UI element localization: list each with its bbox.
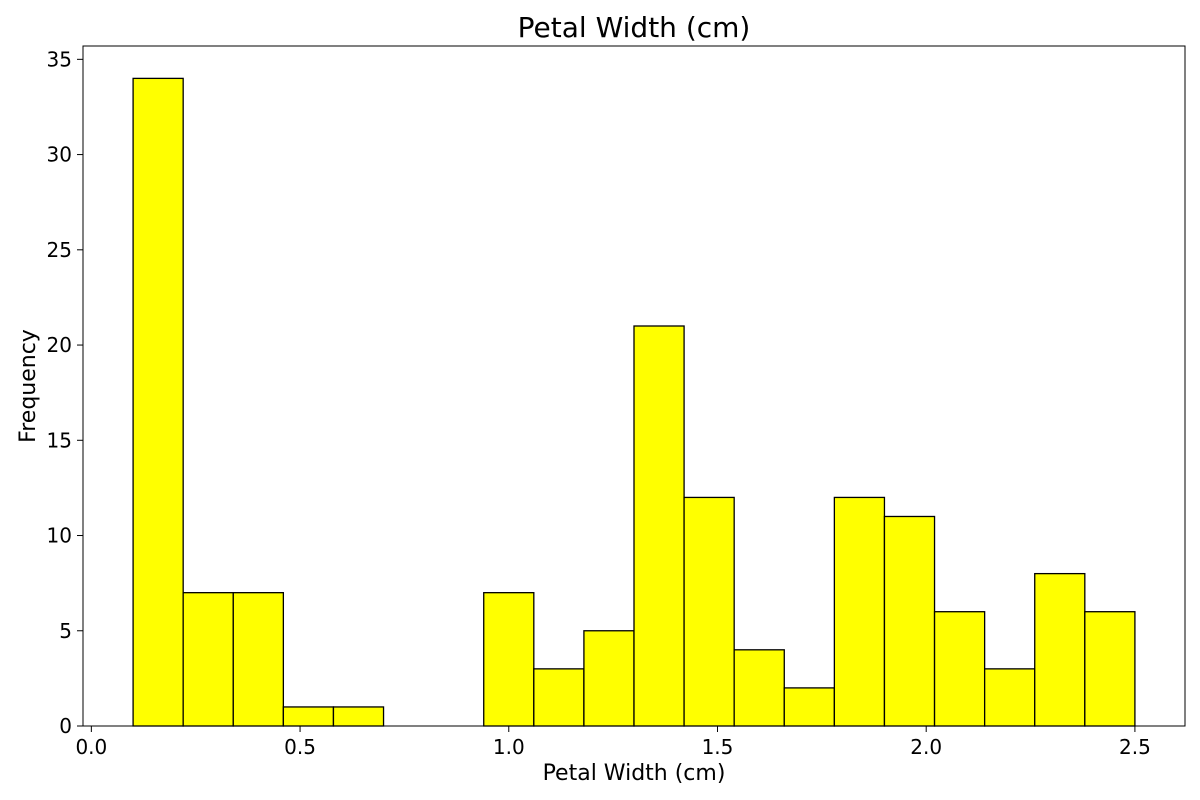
y-tick-label: 15	[47, 428, 72, 452]
histogram-bar	[282, 706, 335, 727]
histogram-bar	[1084, 611, 1136, 727]
histogram-bar	[933, 611, 986, 727]
histogram-bar	[232, 592, 285, 727]
histogram-bar	[633, 325, 685, 727]
histogram-bar	[883, 515, 936, 727]
x-axis-label: Petal Width (cm)	[543, 761, 726, 786]
histogram-bar	[132, 77, 184, 727]
y-tick-label: 0	[59, 714, 72, 738]
chart-title: Petal Width (cm)	[518, 11, 751, 44]
histogram-bar	[733, 649, 785, 727]
x-tick-label: 0.0	[75, 735, 107, 759]
histogram-bar	[783, 687, 836, 727]
histogram-bar	[483, 592, 535, 727]
x-tick-label: 2.5	[1119, 735, 1151, 759]
histogram-bar	[1034, 572, 1086, 727]
histogram-bar	[182, 592, 234, 727]
histogram-bar	[332, 706, 385, 727]
x-tick-label: 2.0	[910, 735, 942, 759]
y-tick-label: 25	[47, 238, 72, 262]
x-tick-label: 1.0	[493, 735, 525, 759]
histogram-bar	[983, 668, 1036, 727]
y-tick-label: 10	[47, 524, 72, 548]
x-tick-label: 1.5	[702, 735, 734, 759]
x-axis-ticks: 0.0 0.5 1.0 1.5 2.0 2.5	[75, 726, 1151, 759]
x-tick-label: 0.5	[284, 735, 316, 759]
y-tick-label: 30	[47, 143, 72, 167]
histogram-bar	[833, 496, 886, 727]
histogram-bar	[533, 668, 585, 727]
histogram-bar	[583, 630, 635, 727]
y-axis-ticks: 0 5 10 15 20 25 30 35	[47, 47, 83, 738]
y-tick-label: 5	[59, 619, 72, 643]
bars-layer	[132, 77, 1136, 727]
y-tick-label: 20	[47, 333, 72, 357]
plot-frame	[82, 45, 1186, 727]
y-axis-label: Frequency	[16, 329, 41, 443]
histogram-bar	[683, 496, 735, 727]
y-tick-label: 35	[47, 47, 72, 71]
